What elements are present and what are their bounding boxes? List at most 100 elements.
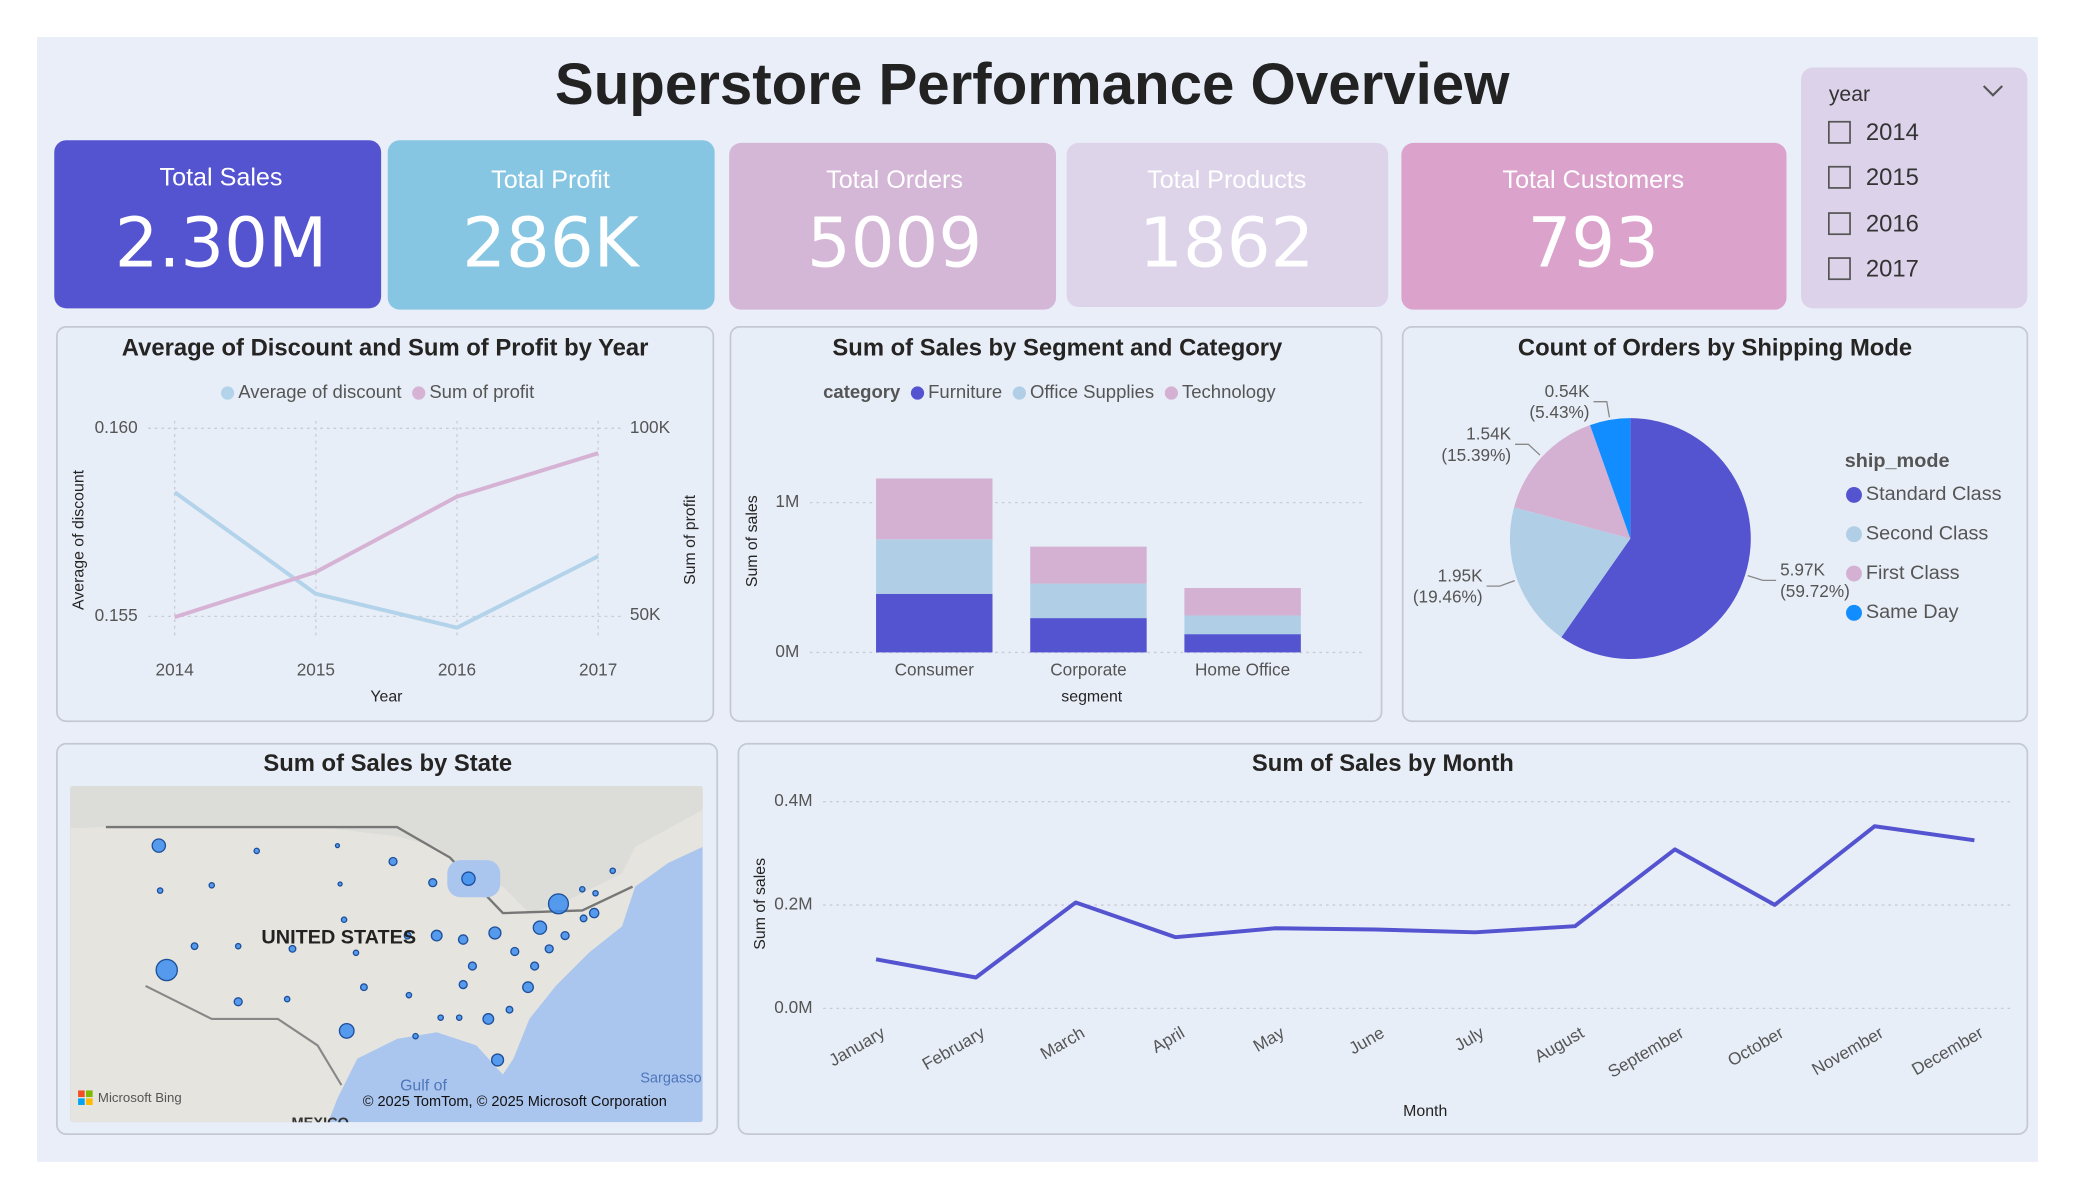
slicer-option[interactable]: 2014 <box>1866 119 1919 146</box>
checkbox[interactable] <box>1827 257 1851 281</box>
legend-label: Furniture <box>928 381 1002 402</box>
y2-tick-label: 100K <box>630 417 671 437</box>
legend-marker <box>1846 565 1862 582</box>
x-tick-label: Home Office <box>1195 659 1290 679</box>
y-tick-label: 1M <box>775 491 799 511</box>
data-label: 5.97K <box>1780 560 1825 580</box>
legend-marker <box>221 386 235 400</box>
map-label: MEXICO <box>292 1115 349 1131</box>
legend-marker <box>412 386 426 400</box>
legend-label: Office Supplies <box>1030 381 1154 402</box>
kpi-card <box>1401 142 1787 310</box>
x-axis-title: Month <box>1403 1103 1447 1120</box>
canada <box>70 786 703 914</box>
data-label: (59.72%) <box>1780 581 1850 601</box>
map-logo: Microsoft Bing <box>98 1090 182 1105</box>
border <box>145 984 343 1086</box>
pie-slice <box>1514 425 1631 539</box>
data-label: 1.54K <box>1466 424 1511 444</box>
bar-segment <box>1184 615 1301 635</box>
line-series <box>875 824 1975 980</box>
slicer-option[interactable]: 2016 <box>1866 210 1919 237</box>
line-series <box>174 451 599 620</box>
bar-segment <box>1030 583 1147 619</box>
x-tick-label: Consumer <box>895 659 975 679</box>
chart-title: Sum of Sales by Segment and Category <box>832 335 1283 362</box>
y-tick-label: 0.0M <box>774 997 812 1017</box>
leader-line <box>1593 401 1611 418</box>
legend-marker <box>1012 386 1027 400</box>
x-axis-title: segment <box>1061 689 1122 706</box>
map-title: Sum of Sales by State <box>263 750 512 777</box>
checkbox[interactable] <box>1827 212 1851 236</box>
kpi-label: Total Products <box>1147 166 1306 194</box>
x-tick-label: 2016 <box>438 659 476 679</box>
x-tick-label: Corporate <box>1050 659 1126 679</box>
pie-slice <box>1561 418 1751 660</box>
slicer-option[interactable]: 2017 <box>1866 255 1919 282</box>
slicer <box>1801 67 2028 309</box>
kpi-card <box>1066 142 1389 308</box>
kpi-value: 793 <box>1528 203 1659 283</box>
logo <box>78 1090 85 1098</box>
legend-label: Sum of profit <box>429 381 535 402</box>
logo <box>86 1098 93 1105</box>
data-label: (5.43%) <box>1529 402 1589 422</box>
y2-axis-title: Sum of profit <box>682 494 699 585</box>
kpi-card <box>729 142 1057 310</box>
kpi-label: Total Profit <box>491 166 610 194</box>
legend-marker <box>1846 486 1862 503</box>
y-tick-label: 0.2M <box>774 894 812 914</box>
dropdown-chevron[interactable] <box>1982 85 2003 97</box>
legend-marker <box>1164 386 1179 400</box>
kpi-card <box>387 140 715 310</box>
legend-label: Second Class <box>1866 522 1989 544</box>
legend-marker <box>1846 604 1862 621</box>
chart-title: Sum of Sales by Month <box>1252 750 1514 777</box>
data-label: 0.54K <box>1545 381 1590 401</box>
y-tick-label: 0.160 <box>95 417 138 437</box>
legend-marker <box>910 386 925 400</box>
checkbox[interactable] <box>1827 120 1851 144</box>
y-axis-title: Average of discount <box>71 469 88 610</box>
y2-tick-label: 50K <box>630 604 661 624</box>
pie-slice <box>1590 418 1631 539</box>
data-label: 1.95K <box>1438 565 1483 585</box>
y-tick-label: 0.155 <box>95 605 138 625</box>
map-bubbles <box>151 838 617 1067</box>
kpi-value: 2.30M <box>115 203 328 283</box>
legend-label: First Class <box>1866 562 1960 584</box>
y-tick-label: 0.4M <box>774 790 812 810</box>
bar-segment <box>1184 588 1301 616</box>
bar-segment <box>876 593 993 653</box>
legend-label: Standard Class <box>1866 483 2002 505</box>
logo <box>86 1090 93 1098</box>
map-label: Gulf of <box>400 1078 447 1095</box>
chart-panel <box>56 326 715 723</box>
map-label: Sargasso <box>640 1070 701 1086</box>
kpi-card <box>54 140 382 309</box>
chart-title: Average of Discount and Sum of Profit by… <box>122 335 649 362</box>
kpi-label: Total Customers <box>1503 166 1685 194</box>
chart-title: Count of Orders by Shipping Mode <box>1518 335 1912 362</box>
slicer-option[interactable]: 2015 <box>1866 164 1919 191</box>
y-axis-title: Sum of sales <box>752 858 769 950</box>
line-series <box>173 490 600 630</box>
data-label: (19.46%) <box>1413 587 1483 607</box>
logo <box>78 1098 85 1105</box>
kpi-label: Total Orders <box>826 166 963 194</box>
y-tick-label: 0M <box>775 641 799 661</box>
leader-line <box>1486 580 1515 587</box>
y-axis-title: Sum of sales <box>744 495 761 587</box>
map: UNITED STATES Gulf of MEXICO Sargasso Mi… <box>70 786 703 1131</box>
kpi-value: 5009 <box>807 203 982 283</box>
leader-line <box>1515 443 1541 456</box>
x-axis-title: Year <box>370 689 403 706</box>
bar-segment <box>876 478 993 540</box>
legend-title: category <box>823 381 901 402</box>
x-tick-label: 2015 <box>297 659 335 679</box>
checkbox[interactable] <box>1827 165 1851 189</box>
bar-segment <box>1030 546 1147 584</box>
x-tick-label: 2017 <box>579 659 617 679</box>
